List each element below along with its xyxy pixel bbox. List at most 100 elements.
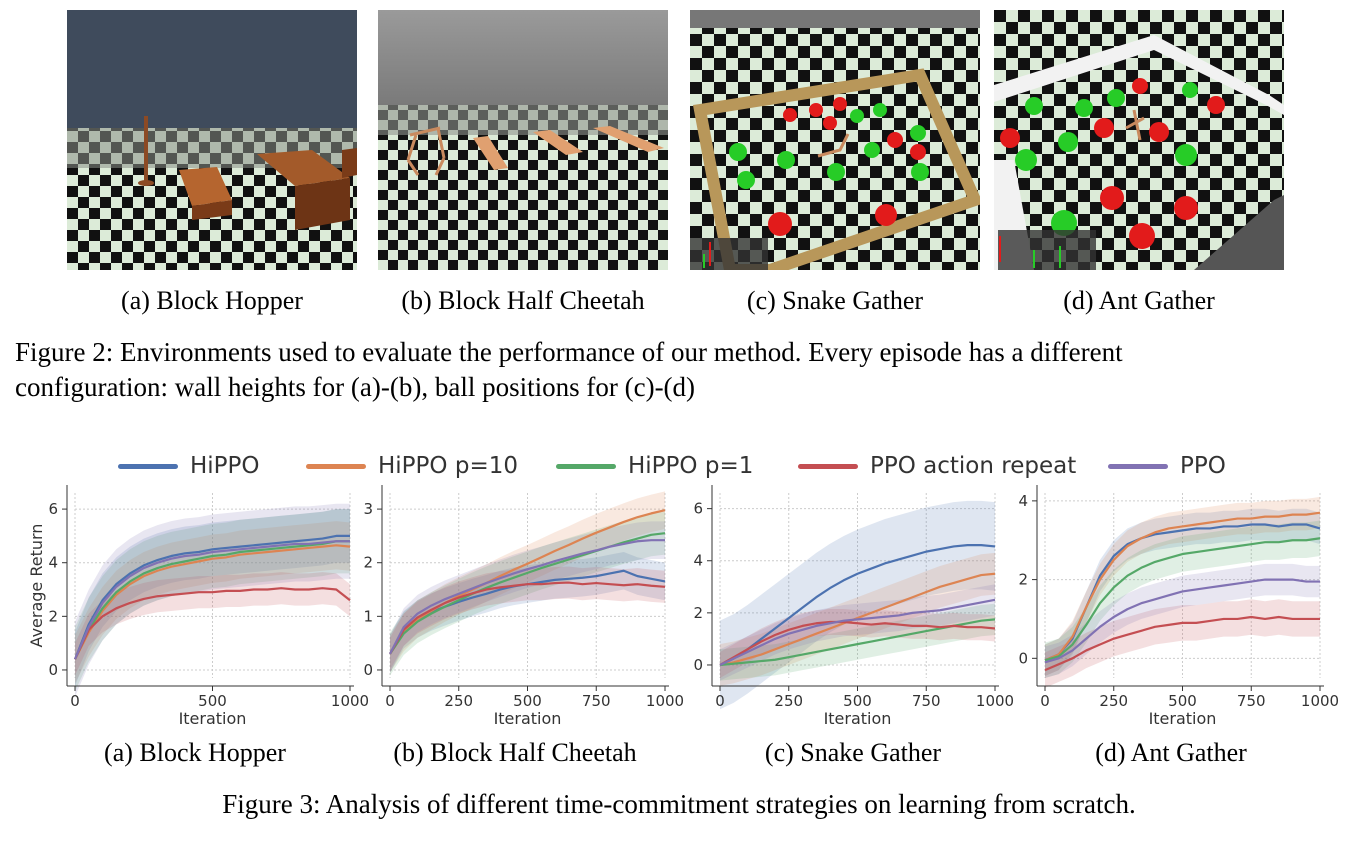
band-hippo — [1045, 508, 1320, 677]
band-hippo — [75, 509, 350, 687]
y-axis-label: Average Return — [27, 524, 46, 648]
legend-item-hippo-p10: HiPPO p=10 — [306, 448, 518, 484]
x-tick-label: 500 — [198, 692, 227, 710]
figure3-subcaption-a: (a) Block Hopper — [104, 738, 286, 767]
band-ppo — [1045, 563, 1320, 678]
legend-label-hippo-p10: HiPPO p=10 — [378, 453, 518, 479]
env-image-snake-gather — [690, 10, 980, 270]
legend-label-ppo: PPO — [1180, 453, 1226, 479]
legend-line-hippo-p1 — [556, 463, 616, 469]
y-tick-label: 0 — [1018, 649, 1028, 667]
band-hippo-p-1 — [1045, 520, 1320, 678]
y-tick-label: 0 — [363, 661, 373, 679]
series-line-ppo-action-repeat — [719, 620, 996, 666]
band-hippo-p-1 — [720, 603, 995, 681]
chart-block-half-cheetah: 0 250 500 750 1000 0 1 2 3 Iteration — [345, 485, 684, 730]
x-tick-label: 1000 — [976, 692, 1014, 710]
figure2-caption-line2: configuration: wall heights for (a)-(b),… — [15, 372, 696, 402]
figure3-subcaption-b: (b) Block Half Cheetah — [393, 738, 637, 767]
env-image-block-half-cheetah — [378, 10, 668, 270]
band-hippo-p-1 — [75, 509, 350, 692]
figure2-caption-line1: Figure 2: Environments used to evaluate … — [15, 337, 1123, 367]
series-line-hippo-p-10 — [719, 572, 996, 667]
y-tick-label: 3 — [363, 500, 373, 518]
legend-item-hippo-p1: HiPPO p=1 — [556, 448, 753, 484]
series-line-hippo — [73, 534, 350, 660]
x-tick-label: 0 — [70, 692, 80, 710]
series-line-hippo-p-10 — [74, 544, 351, 660]
y-tick-label: 4 — [1018, 492, 1028, 510]
x-tick-label: 250 — [1099, 692, 1128, 710]
y-tick-label: 4 — [693, 552, 703, 570]
series-line-ppo — [1044, 578, 1320, 664]
series-line-ppo-action-repeat — [389, 581, 666, 655]
y-tick-label: 2 — [363, 554, 373, 572]
y-tick-label: 4 — [48, 554, 58, 572]
x-tick-label: 500 — [843, 692, 872, 710]
figure2-subcaption-a: (a) Block Hopper — [121, 286, 303, 315]
figure3-subcaption-c: (c) Snake Gather — [764, 738, 942, 767]
figure2-subcaption-d: (d) Ant Gather — [1063, 286, 1215, 315]
y-tick-label: 0 — [48, 661, 58, 679]
series-line-ppo — [719, 598, 996, 666]
band-hippo-p-10 — [390, 491, 665, 673]
figure2-subcaption-c: (c) Snake Gather — [746, 286, 924, 315]
chart-svg-block-half-cheetah: 0 250 500 750 1000 0 1 2 3 Iteration — [363, 485, 684, 728]
band-hippo-p-1 — [390, 511, 665, 676]
band-ppo — [75, 503, 350, 697]
series-line-ppo — [389, 539, 665, 655]
x-tick-label: 750 — [1237, 692, 1266, 710]
figure3-legend: HiPPO HiPPO p=10 HiPPO p=1 PPO action re… — [100, 448, 1280, 484]
x-axis-label: Iteration — [494, 709, 562, 728]
x-tick-label: 1000 — [1301, 692, 1339, 710]
series-line-ppo — [73, 540, 350, 660]
chart-ant-gather: 0 250 500 750 1000 0 2 4 Iteration — [1000, 485, 1339, 730]
y-tick-label: 6 — [48, 500, 58, 518]
figure2-subcaption-b: (b) Block Half Cheetah — [401, 286, 645, 315]
series-line-ppo-action-repeat — [74, 587, 351, 660]
x-tick-label: 500 — [513, 692, 542, 710]
x-axis-label: Iteration — [179, 709, 247, 728]
figure2-images — [0, 10, 1358, 272]
band-hippo-p-10 — [75, 521, 350, 684]
c-snake-gather-grid — [719, 493, 996, 678]
series-line-hippo — [719, 544, 996, 666]
y-tick-label: 1 — [363, 607, 373, 625]
legend-item-ppo-action-repeat: PPO action repeat — [798, 448, 1076, 484]
env-image-block-hopper — [67, 10, 357, 270]
y-tick-label: 2 — [1018, 571, 1028, 589]
chart-snake-gather: 0 250 500 750 1000 0 2 4 6 Iteration — [675, 485, 1014, 730]
legend-line-hippo-p10 — [306, 463, 366, 469]
y-tick-label: 6 — [693, 500, 703, 518]
x-tick-label: 500 — [1168, 692, 1197, 710]
y-tick-label: 2 — [693, 604, 703, 622]
chart-svg-snake-gather: 0 250 500 750 1000 0 2 4 6 Iteration — [693, 485, 1014, 728]
y-tick-label: 2 — [48, 607, 58, 625]
chart-svg-block-hopper: 0 500 1000 0 2 4 6 Iteration Average Return — [27, 485, 369, 728]
band-ppo — [390, 521, 665, 673]
legend-item-hippo: HiPPO — [118, 448, 260, 484]
env-image-ant-gather — [994, 10, 1284, 270]
series-line-ppo-action-repeat — [1044, 615, 1320, 672]
x-tick-label: 750 — [912, 692, 941, 710]
series-line-hippo-p-10 — [1044, 511, 1321, 662]
legend-label-hippo-p1: HiPPO p=1 — [628, 453, 754, 479]
legend-line-hippo — [118, 463, 178, 469]
legend-label-hippo: HiPPO — [190, 453, 260, 479]
band-ppo-action-repeat — [1045, 599, 1320, 688]
x-tick-label: 0 — [385, 692, 395, 710]
x-tick-label: 1000 — [331, 692, 369, 710]
y-tick-label: 0 — [693, 656, 703, 674]
figure3-caption: Figure 3: Analysis of different time-com… — [222, 789, 1136, 819]
legend-line-ppo-action-repeat — [798, 463, 858, 469]
band-ppo-action-repeat — [390, 566, 665, 670]
x-tick-label: 250 — [774, 692, 803, 710]
legend-item-ppo: PPO — [1108, 448, 1226, 484]
x-tick-label: 1000 — [646, 692, 684, 710]
x-axis-label: Iteration — [1149, 709, 1217, 728]
series-line-hippo-p-1 — [74, 540, 350, 660]
x-tick-label: 0 — [715, 692, 725, 710]
series-line-hippo-p-1 — [1044, 537, 1321, 662]
chart-block-hopper: 0 500 1000 0 2 4 6 Iteration Average Return — [27, 485, 369, 730]
x-axis-label: Iteration — [824, 709, 892, 728]
